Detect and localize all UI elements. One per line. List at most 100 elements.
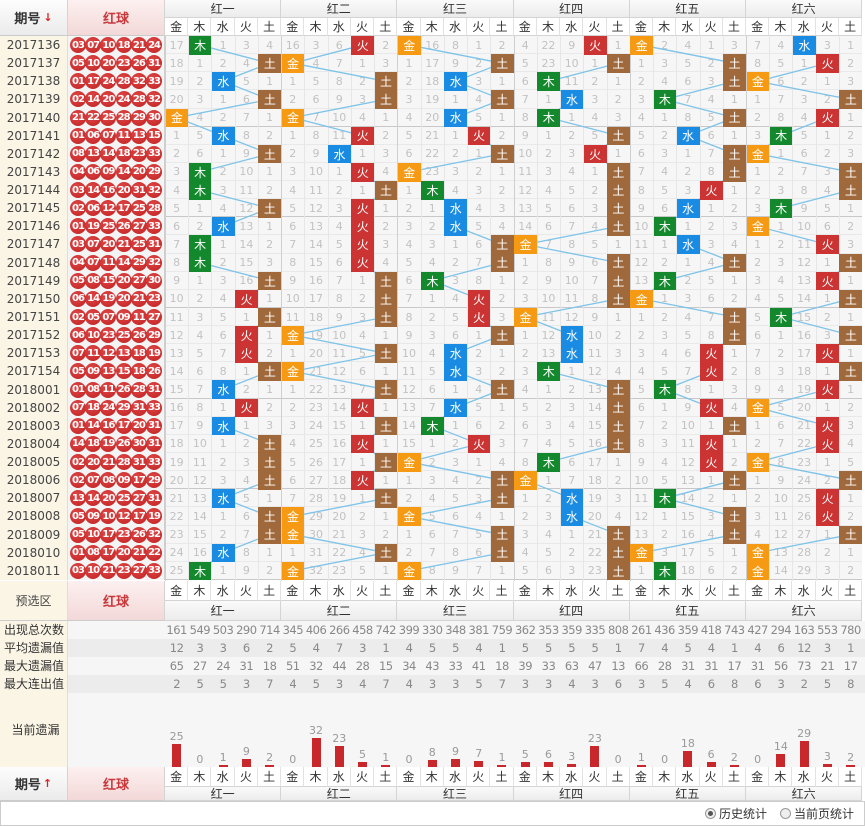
preselect-element[interactable]: 火	[467, 580, 491, 601]
stat-value: 266	[329, 622, 350, 637]
omission-value: 2	[382, 219, 390, 233]
omission-value: 7	[335, 56, 343, 70]
omission-value: 1	[521, 491, 529, 505]
preselect-ball-label[interactable]: 红球	[68, 580, 165, 621]
omission-value: 4	[475, 92, 483, 106]
omission-value: 1	[242, 364, 250, 378]
hit-cell-金: 金	[281, 561, 305, 581]
preselect-element[interactable]: 金	[746, 580, 770, 601]
omission-value: 4	[382, 256, 390, 270]
stat-value: 33	[541, 658, 556, 673]
issue-number: 2018007	[0, 489, 68, 508]
red-ball: 19	[100, 435, 117, 452]
preselect-element[interactable]: 水	[327, 580, 351, 601]
omission-value: 1	[823, 74, 831, 88]
omission-value: 26	[797, 509, 812, 523]
hit-cell-土: 土	[723, 108, 746, 128]
omission-value: 3	[754, 201, 762, 215]
omission-value: 4	[498, 455, 506, 469]
preselect-element[interactable]: 土	[722, 580, 746, 601]
issue-number: 2017141	[0, 126, 68, 145]
preselect-element[interactable]: 水	[211, 580, 235, 601]
red-ball: 28	[115, 109, 132, 126]
stat-value: 359	[677, 622, 699, 637]
preselect-element[interactable]: 木	[769, 580, 793, 601]
preselect-element[interactable]: 水	[560, 580, 584, 601]
preselect-element[interactable]: 土	[838, 580, 863, 601]
red-ball: 07	[100, 127, 117, 144]
column-divider	[490, 0, 492, 800]
red-ball: 27	[130, 490, 147, 507]
group-header: 红四	[513, 0, 630, 18]
preselect-element[interactable]: 金	[397, 580, 421, 601]
omission-value: 5	[405, 256, 413, 270]
hit-cell-土: 土	[490, 235, 514, 255]
hit-cell-土: 土	[839, 326, 863, 345]
omission-value: 3	[498, 201, 506, 215]
preselect-element[interactable]: 金	[513, 580, 537, 601]
preselect-element[interactable]: 土	[257, 580, 282, 601]
preselect-element[interactable]: 土	[606, 580, 630, 601]
omission-value: 6	[335, 256, 343, 270]
preselect-element[interactable]: 火	[583, 580, 607, 601]
omission-value: 3	[568, 401, 576, 415]
issue-sort-header[interactable]: 期号 ↓	[0, 0, 68, 36]
preselect-element[interactable]: 木	[420, 580, 444, 601]
hit-cell-水: 水	[560, 344, 584, 363]
omission-value: 5	[359, 346, 367, 360]
stat-value: 31	[704, 658, 718, 673]
preselect-element[interactable]: 火	[699, 580, 723, 601]
preselect-element[interactable]: 土	[374, 580, 398, 601]
omission-value: 7	[684, 364, 692, 378]
omission-value: 3	[661, 147, 669, 161]
preselect-element[interactable]: 水	[443, 580, 468, 601]
omission-value: 21	[425, 129, 440, 143]
red-ball-list: 02 14 20 24 28 32	[68, 90, 165, 109]
omission-value: 6	[777, 74, 785, 88]
omission-value: 1	[637, 56, 645, 70]
omission-value: 14	[518, 219, 533, 233]
omission-value: 1	[591, 56, 599, 70]
preselect-element[interactable]: 水	[676, 580, 700, 601]
omission-value: 4	[591, 219, 599, 233]
preselect-element[interactable]: 金	[165, 580, 189, 601]
hit-cell-土: 土	[258, 471, 282, 490]
omission-value: 4	[242, 473, 250, 487]
preselect-element[interactable]: 土	[490, 580, 514, 601]
preselect-element[interactable]: 金	[281, 580, 305, 601]
row-divider	[0, 217, 862, 236]
red-ball-list: 03 07 10 18 21 24	[68, 36, 165, 55]
preselect-element[interactable]: 木	[188, 580, 212, 601]
preselect-element[interactable]: 金	[629, 580, 654, 601]
omission-value: 6	[405, 274, 413, 288]
preselect-element[interactable]: 火	[815, 580, 839, 601]
issue-number: 2017144	[0, 181, 68, 200]
preselect-element[interactable]: 火	[350, 580, 375, 601]
red-ball: 14	[85, 490, 102, 507]
row-divider	[0, 235, 862, 254]
column-divider	[281, 0, 283, 800]
omission-value: 2	[614, 473, 622, 487]
preselect-element[interactable]: 木	[304, 580, 328, 601]
hit-cell-土: 土	[607, 289, 630, 309]
omission-value: 8	[800, 183, 808, 197]
hit-cell-水: 水	[444, 217, 468, 236]
omission-value: 6	[777, 419, 785, 433]
stat-value: 7	[638, 640, 645, 655]
preselect-element[interactable]: 木	[536, 580, 561, 601]
preselect-element[interactable]: 水	[792, 580, 816, 601]
omission-value: 24	[797, 473, 812, 487]
omission-value: 1	[405, 56, 413, 70]
omission-value: 10	[192, 437, 207, 451]
issue-number: 2018011	[0, 561, 68, 580]
red-ball: 28	[146, 200, 163, 217]
hit-cell-火: 火	[816, 507, 839, 526]
trend-line	[780, 189, 851, 209]
preselect-element[interactable]: 火	[234, 580, 258, 601]
omission-value: 9	[242, 564, 250, 578]
hit-cell-金: 金	[746, 72, 770, 91]
hit-cell-土: 土	[374, 452, 398, 472]
preselect-element[interactable]: 木	[653, 580, 677, 601]
red-ball: 11	[100, 254, 117, 271]
stat-value: 549	[189, 622, 211, 637]
